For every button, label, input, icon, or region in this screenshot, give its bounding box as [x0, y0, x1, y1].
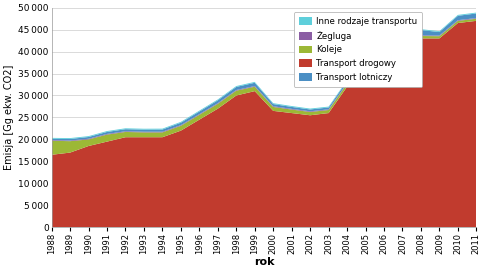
Legend: Inne rodzaje transportu, Żegluga, Koleje, Transport drogowy, Transport lotniczy: Inne rodzaje transportu, Żegluga, Koleje… [293, 12, 422, 87]
Y-axis label: Emisja [Gg ekw. CO2]: Emisja [Gg ekw. CO2] [4, 65, 14, 170]
X-axis label: rok: rok [253, 257, 273, 267]
